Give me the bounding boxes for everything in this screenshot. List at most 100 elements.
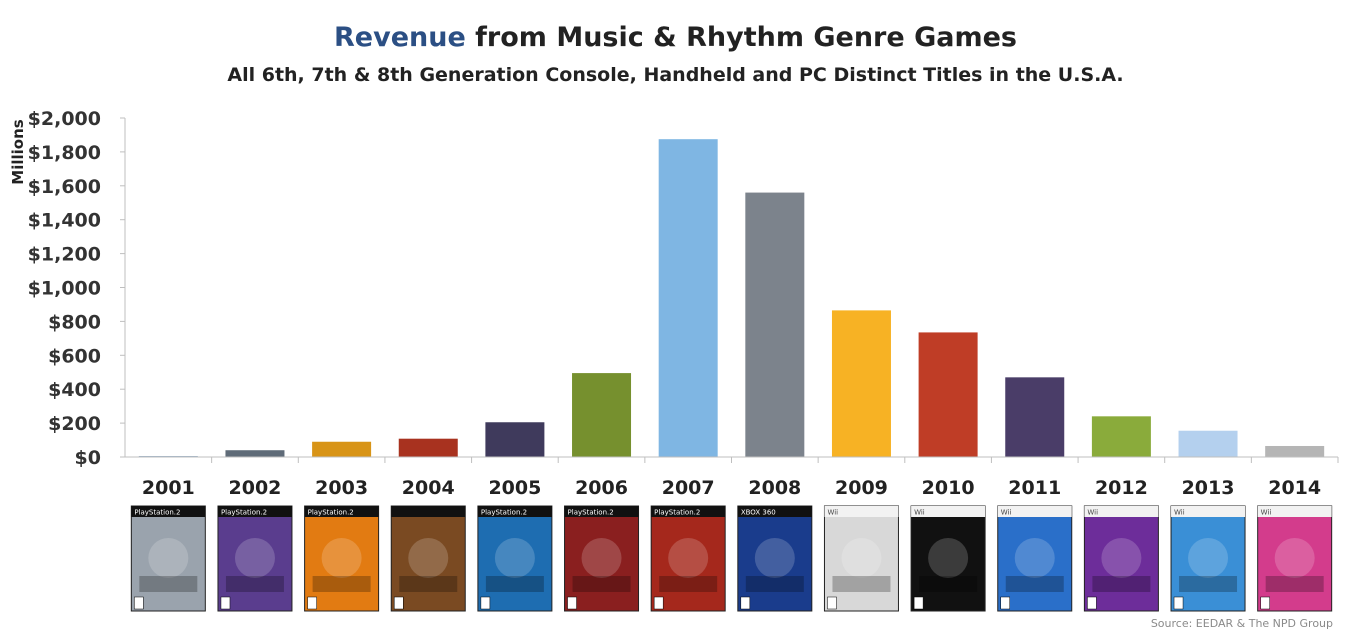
cover-image <box>910 505 986 612</box>
bar-2014 <box>1265 445 1325 457</box>
cover-platform-strip <box>911 506 986 517</box>
chart-title-rest: from Music & Rhythm Genre Games <box>465 22 1017 53</box>
cover-art-2006: PlayStation.2 <box>564 505 640 612</box>
bar-2005 <box>485 422 545 457</box>
cover-rating-box <box>394 596 404 610</box>
cover-art-band <box>1005 576 1064 592</box>
cover-image <box>650 505 726 612</box>
cover-platform-label: Wii <box>1174 509 1185 517</box>
cover-platform-strip <box>391 506 466 517</box>
cover-image <box>217 505 293 612</box>
cover-rating-box <box>827 596 837 610</box>
cover-platform-label: Wii <box>1261 509 1272 517</box>
cover-platform-strip <box>1257 506 1332 517</box>
y-tick-label: $200 <box>48 413 101 435</box>
cover-platform-strip <box>1171 506 1246 517</box>
bar-2012 <box>1091 416 1151 457</box>
cover-art-shape <box>928 538 969 578</box>
source-note: Source: EEDAR & The NPD Group <box>1150 617 1333 630</box>
cover-art-shape <box>148 538 189 578</box>
cover-art-2005: PlayStation.2 <box>477 505 553 612</box>
cover-art-band <box>399 576 458 592</box>
cover-art-band <box>225 576 284 592</box>
chart-title-accent: Revenue <box>334 22 466 53</box>
cover-rating-box <box>220 596 231 610</box>
cover-art-2002: PlayStation.2 <box>217 505 293 612</box>
cover-platform-strip <box>477 506 552 517</box>
y-tick-label: $1,200 <box>28 244 101 266</box>
cover-art-band <box>485 576 544 592</box>
cover-rating-box <box>1000 596 1010 610</box>
x-tick-label: 2014 <box>1268 477 1321 499</box>
bars <box>138 139 1325 458</box>
cover-platform-strip <box>824 506 899 517</box>
cover-platform-strip <box>131 506 206 517</box>
x-tick-label: 2007 <box>662 477 715 499</box>
cover-rating-box <box>1260 596 1270 610</box>
cover-art-band <box>919 576 978 592</box>
x-tick-label: 2003 <box>315 477 368 499</box>
cover-art-band <box>312 576 371 592</box>
cover-art-2003: PlayStation.2 <box>304 505 380 612</box>
cover-art-2001: PlayStation.2 <box>130 505 206 612</box>
cover-platform-strip <box>217 506 292 517</box>
x-tick-label: 2013 <box>1182 477 1235 499</box>
x-axis: 2001 2002 2003 2004 2005 2006 2007 2008 2009 2010… <box>125 456 1339 499</box>
cover-platform-strip <box>564 506 639 517</box>
cover-platform-label: Wii <box>1087 509 1098 517</box>
bar-2002 <box>225 450 285 457</box>
chart-title: Revenue from Music & Rhythm Genre Games <box>0 22 1351 53</box>
cover-art-band <box>659 576 718 592</box>
cover-platform-label: PlayStation.2 <box>221 509 267 517</box>
y-tick-label: $1,400 <box>28 210 101 232</box>
y-tick-label: $1,000 <box>28 278 101 300</box>
x-tick-label: 2001 <box>142 477 195 499</box>
cover-art-2007: PlayStation.2 <box>650 505 726 612</box>
cover-platform-label: XBOX 360 <box>741 509 776 517</box>
bar-2013 <box>1178 430 1238 457</box>
y-axis-label: Millions <box>9 119 27 184</box>
cover-rating-box <box>740 596 751 610</box>
cover-rating-box <box>480 596 491 610</box>
y-tick-label: $400 <box>48 379 101 401</box>
cover-art-2009: Wii <box>823 505 899 612</box>
bar-2009 <box>831 310 891 457</box>
cover-image <box>390 505 466 612</box>
cover-art-band <box>139 576 198 592</box>
cover-rating-box <box>1173 596 1184 610</box>
cover-art-band <box>1092 576 1151 592</box>
cover-art-band <box>572 576 631 592</box>
cover-art-2008: XBOX 360 <box>737 505 813 612</box>
cover-art-shape <box>408 538 449 578</box>
cover-art-2012: Wii <box>1083 505 1159 612</box>
bar-2004 <box>398 438 458 457</box>
x-tick-label: 2009 <box>835 477 888 499</box>
cover-art-band <box>832 576 891 592</box>
x-tick-label: 2006 <box>575 477 628 499</box>
cover-platform-label: PlayStation.2 <box>481 509 527 517</box>
x-tick-label: 2002 <box>229 477 282 499</box>
cover-platform-label: Wii <box>914 509 925 517</box>
cover-platform-label: Wii <box>1001 509 1012 517</box>
cover-art-shape <box>668 538 709 578</box>
cover-image <box>1170 505 1246 612</box>
y-tick-label: $2,000 <box>28 108 101 130</box>
cover-art-shape <box>1274 538 1315 578</box>
y-tick-label: $0 <box>75 447 101 469</box>
x-tick-label: 2011 <box>1008 477 1061 499</box>
bar-2007 <box>658 139 718 457</box>
cover-art-shape <box>1014 538 1055 578</box>
cover-art-shape <box>234 538 275 578</box>
cover-platform-strip <box>997 506 1072 517</box>
cover-art-band <box>1265 576 1324 592</box>
cover-platform-label: PlayStation.2 <box>568 509 614 517</box>
cover-art-shape <box>1101 538 1142 578</box>
bar-2011 <box>1005 377 1065 457</box>
cover-platform-strip <box>304 506 379 517</box>
cover-art-band <box>1179 576 1238 592</box>
cover-rating-box <box>567 596 577 610</box>
y-tick-label: $1,800 <box>28 142 101 164</box>
cover-art-2010: Wii <box>910 505 986 612</box>
cover-image <box>997 505 1073 612</box>
